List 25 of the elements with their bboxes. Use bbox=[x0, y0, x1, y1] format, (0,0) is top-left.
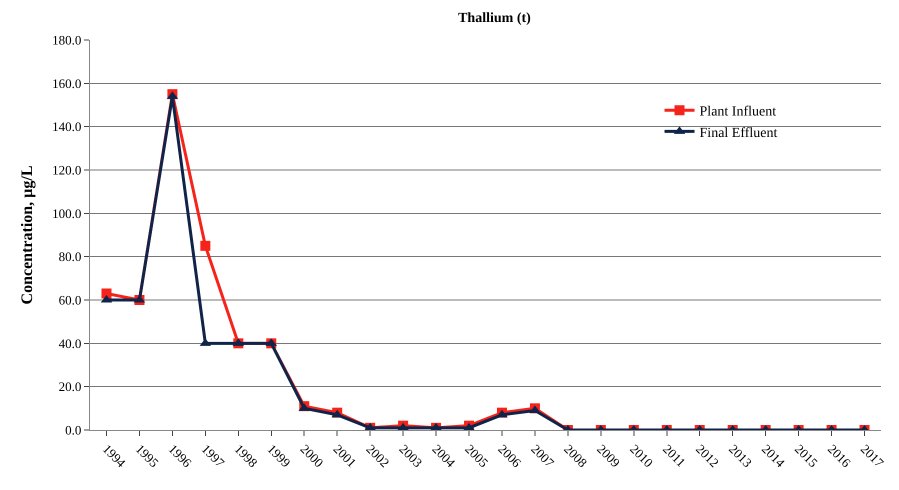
y-tick-label: 40.0 bbox=[58, 336, 82, 351]
y-tick-label: 180.0 bbox=[52, 32, 82, 48]
legend-label: Final Effluent bbox=[700, 126, 778, 141]
y-tick-label: 100.0 bbox=[52, 206, 82, 221]
y-axis-title: Concentration, µg/L bbox=[19, 166, 36, 304]
point bbox=[101, 288, 112, 298]
x-tick-label: 2007 bbox=[528, 441, 558, 471]
chart-title: Thallium (t) bbox=[458, 11, 532, 26]
x-tick-label: 1999 bbox=[264, 441, 294, 470]
x-tick-label: 1996 bbox=[166, 441, 196, 471]
y-tick-label: 80.0 bbox=[58, 249, 82, 264]
x-tick-label: 2009 bbox=[594, 441, 624, 470]
legend-label: Plant Influent bbox=[700, 104, 776, 120]
y-tick-label: 0.0 bbox=[65, 422, 82, 438]
point bbox=[200, 240, 210, 251]
x-tick-label: 1994 bbox=[100, 441, 130, 471]
y-tick-label: 160.0 bbox=[52, 76, 82, 91]
x-tick-label: 1997 bbox=[198, 441, 228, 471]
x-tick-label: 1995 bbox=[132, 441, 162, 470]
y-tick-label: 60.0 bbox=[58, 292, 82, 308]
y-tick-label: 120.0 bbox=[52, 162, 82, 178]
y-tick-label: 20.0 bbox=[58, 379, 82, 394]
y-tick-label: 140.0 bbox=[52, 119, 82, 134]
x-tick-label: 2017 bbox=[858, 441, 888, 471]
x-tick-label: 1998 bbox=[232, 441, 261, 470]
